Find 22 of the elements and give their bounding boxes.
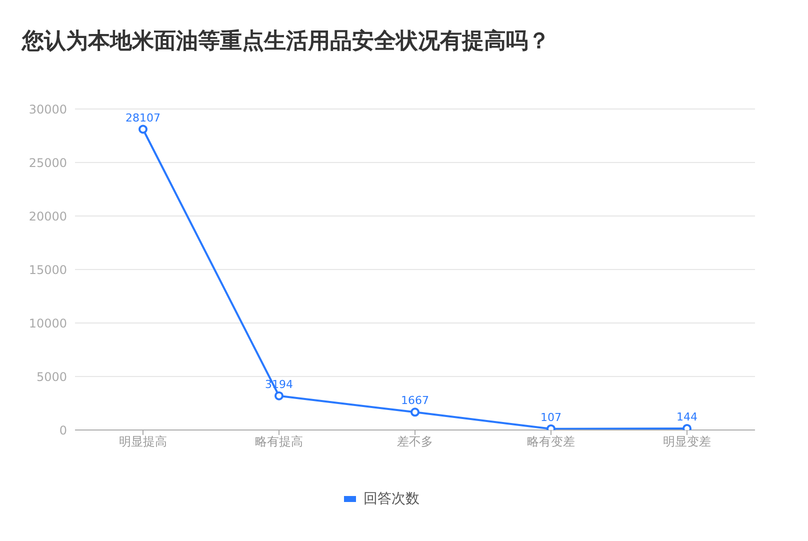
y-tick-label: 10000 <box>28 316 67 330</box>
x-tick-label: 明显变差 <box>663 434 711 449</box>
x-tick-label: 明显提高 <box>119 434 167 449</box>
x-tick-label: 略有变差 <box>527 434 575 449</box>
y-tick-label: 25000 <box>28 156 67 170</box>
data-label: 107 <box>540 410 562 424</box>
x-tick-label: 差不多 <box>397 434 433 449</box>
data-label: 28107 <box>126 111 160 124</box>
y-tick-label: 0 <box>59 423 67 438</box>
y-tick-label: 15000 <box>28 262 67 277</box>
y-tick-label: 30000 <box>28 102 67 116</box>
x-tick-label: 略有提高 <box>255 434 303 449</box>
y-tick-label: 5000 <box>36 370 67 384</box>
point <box>274 391 284 400</box>
point <box>682 424 692 430</box>
legend-label: 回答次数 <box>364 490 420 508</box>
data-label: 144 <box>676 410 698 424</box>
chart-title: 您认为本地米面油等重点生活用品安全状况有提高吗？ <box>22 28 550 56</box>
point <box>410 408 420 417</box>
data-label: 1667 <box>401 394 429 408</box>
point <box>138 124 148 134</box>
y-tick-label: 20000 <box>28 209 67 224</box>
